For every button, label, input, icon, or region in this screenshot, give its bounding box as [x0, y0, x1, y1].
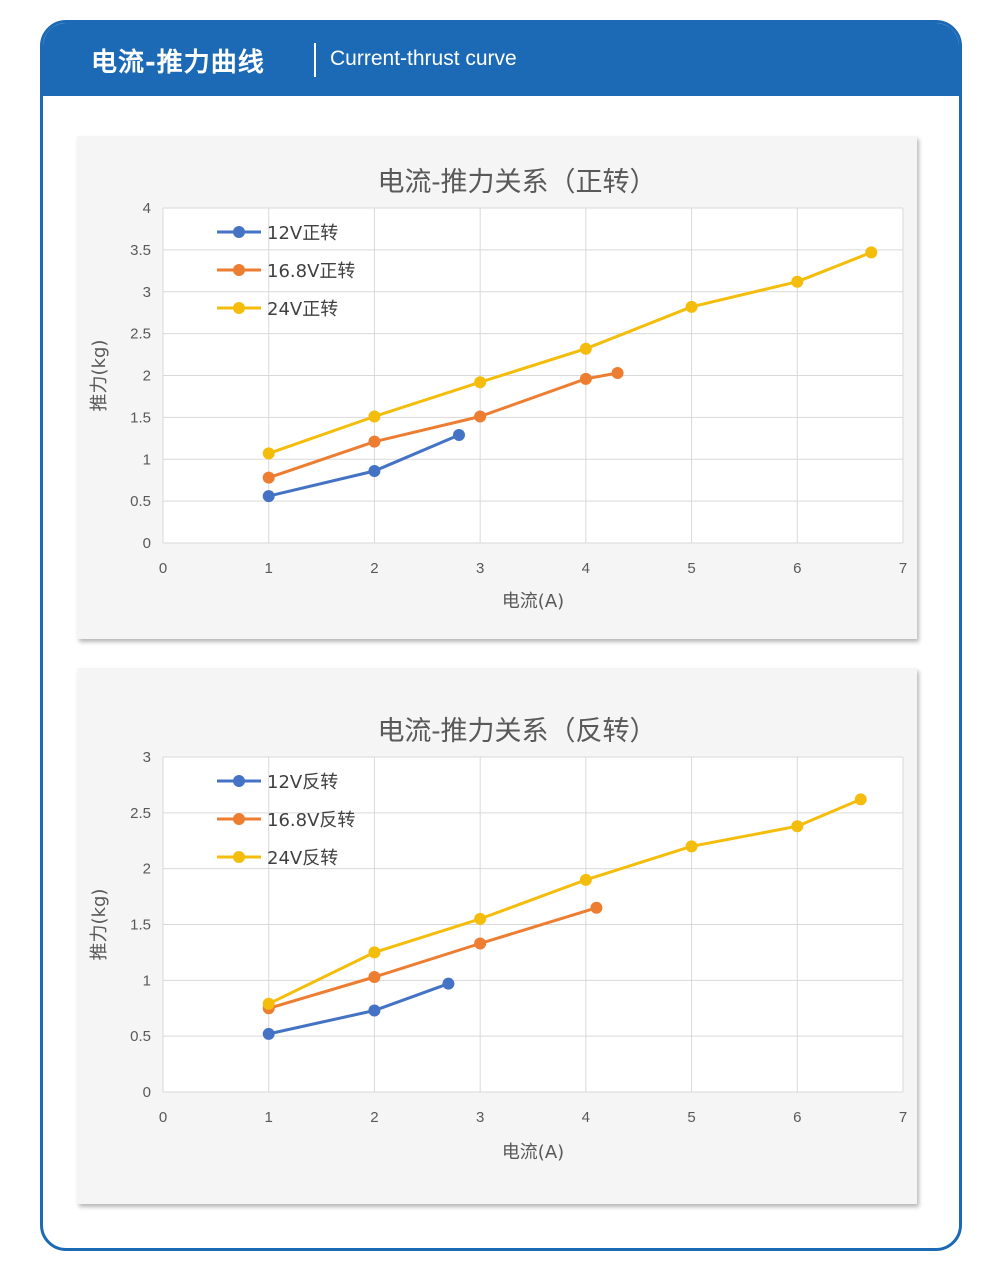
data-point	[474, 376, 487, 389]
legend-marker	[233, 775, 245, 787]
data-point	[262, 471, 275, 484]
data-point	[368, 946, 381, 959]
legend-label: 12V反转	[267, 772, 338, 793]
y-tick-label: 2.5	[130, 805, 151, 822]
data-point	[474, 410, 487, 423]
data-point	[579, 342, 592, 355]
data-point	[685, 840, 698, 853]
data-point	[474, 912, 487, 925]
y-tick-label: 1.5	[130, 917, 151, 934]
legend-marker	[233, 226, 245, 238]
header-title-english: Current-thrust curve	[330, 47, 517, 70]
header-bar: 电流-推力曲线 Current-thrust curve	[43, 23, 959, 96]
legend-label: 12V正转	[267, 223, 338, 244]
y-tick-label: 3	[143, 749, 151, 766]
x-axis-label: 电流(A)	[502, 591, 564, 612]
data-point	[368, 435, 381, 448]
legend-marker	[233, 264, 245, 276]
x-tick-label: 7	[899, 1109, 907, 1126]
legend-label: 16.8V反转	[267, 810, 355, 831]
data-point	[368, 1004, 381, 1017]
y-tick-label: 2	[143, 368, 151, 385]
x-axis-label: 电流(A)	[502, 1142, 564, 1163]
data-point	[442, 977, 455, 990]
y-tick-label: 4	[143, 200, 151, 217]
legend-marker	[233, 851, 245, 863]
x-tick-label: 6	[793, 560, 801, 577]
legend-label: 24V反转	[267, 848, 338, 869]
data-point	[368, 464, 381, 477]
data-point	[262, 997, 275, 1010]
x-tick-label: 0	[159, 560, 167, 577]
header-title-chinese: 电流-推力曲线	[91, 48, 265, 78]
y-tick-label: 0.5	[130, 1028, 151, 1045]
legend-label: 24V正转	[267, 299, 338, 320]
data-point	[368, 970, 381, 983]
data-point	[453, 428, 465, 441]
x-tick-label: 5	[687, 560, 695, 577]
legend-marker	[233, 813, 245, 825]
y-tick-label: 0	[143, 1084, 151, 1101]
y-tick-label: 2	[143, 861, 151, 878]
data-point	[579, 372, 592, 385]
data-point	[474, 937, 487, 950]
data-point	[262, 490, 275, 503]
chart-card-forward: 0 0.5 1 1.5 2 2.5 3 3.5 4 0 1 2 3 4 5 6 7 电流-推力关系（正转） 电流(A…	[77, 136, 917, 639]
data-point	[791, 820, 804, 833]
y-tick-label: 0.5	[130, 493, 151, 510]
x-tick-label: 0	[159, 1109, 167, 1126]
data-point	[854, 793, 867, 806]
x-tick-label: 5	[687, 1109, 695, 1126]
x-tick-label: 7	[899, 560, 907, 577]
y-tick-label: 0	[143, 535, 151, 552]
data-point	[590, 901, 603, 914]
data-point	[685, 300, 698, 313]
chart-title: 电流-推力关系（反转）	[377, 716, 656, 747]
x-tick-label: 3	[476, 560, 484, 577]
y-tick-label: 1	[143, 972, 151, 989]
y-axis-label: 推力(kg)	[89, 889, 110, 961]
header-divider	[314, 43, 316, 77]
legend-label: 16.8V正转	[267, 261, 355, 282]
data-point	[865, 246, 878, 259]
y-tick-label: 1	[143, 451, 151, 468]
y-tick-label: 3.5	[130, 242, 151, 259]
chart-title: 电流-推力关系（正转）	[377, 167, 656, 198]
y-tick-label: 2.5	[130, 326, 151, 343]
x-tick-label: 2	[370, 1109, 378, 1126]
x-tick-label: 4	[582, 560, 590, 577]
series-line	[267, 906, 598, 1010]
y-tick-label: 3	[143, 284, 151, 301]
chart-card-reverse: 0 0.5 1 1.5 2 2.5 3 0 1 2 3 4 5 6 7 电流-推力关系（反转） 电流(A) 推力(…	[77, 668, 917, 1204]
chart-forward: 0 0.5 1 1.5 2 2.5 3 3.5 4 0 1 2 3 4 5 6 7 电流-推力关系（正转） 电流(A…	[89, 167, 907, 612]
data-point	[368, 410, 381, 423]
x-tick-label: 2	[370, 560, 378, 577]
chart-reverse: 0 0.5 1 1.5 2 2.5 3 0 1 2 3 4 5 6 7 电流-推力关系（反转） 电流(A) 推力(…	[89, 716, 907, 1163]
data-point	[262, 1027, 275, 1040]
y-tick-label: 1.5	[130, 409, 151, 426]
x-tick-label: 4	[582, 1109, 590, 1126]
x-tick-label: 6	[793, 1109, 801, 1126]
x-tick-label: 1	[265, 560, 273, 577]
x-tick-label: 1	[265, 1109, 273, 1126]
data-point	[262, 447, 275, 460]
data-point	[791, 275, 804, 288]
data-point	[579, 873, 592, 886]
y-axis-label: 推力(kg)	[89, 340, 110, 412]
legend-marker	[233, 302, 245, 314]
data-point	[611, 366, 624, 379]
x-tick-label: 3	[476, 1109, 484, 1126]
